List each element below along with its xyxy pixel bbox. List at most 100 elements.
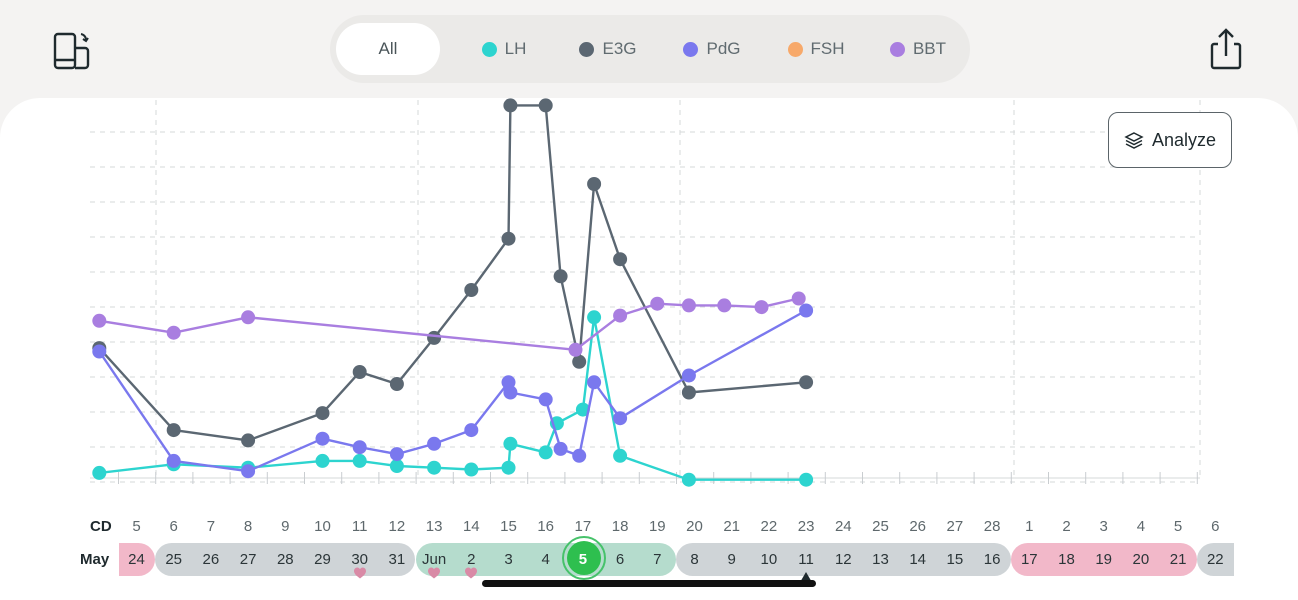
- cycle-day-number: 16: [537, 518, 555, 535]
- e3g-data-point: [352, 365, 367, 379]
- cycle-day-number: 22: [760, 518, 778, 535]
- date-cell[interactable]: 21: [1169, 551, 1187, 568]
- date-cell[interactable]: 12: [834, 551, 852, 568]
- e3g-data-point: [464, 283, 479, 297]
- layers-icon: [1124, 132, 1144, 149]
- date-cell[interactable]: 7: [653, 551, 662, 568]
- date-cell[interactable]: Jun: [422, 551, 447, 568]
- date-cell[interactable]: 9: [727, 551, 736, 568]
- filter-all[interactable]: All: [336, 23, 440, 75]
- cycle-day-number: 14: [462, 518, 480, 535]
- scroll-indicator[interactable]: [482, 580, 816, 587]
- chart-panel: [0, 98, 1298, 600]
- filter-label: E3G: [602, 39, 637, 58]
- neutral-segment: [675, 543, 1011, 576]
- phone-rotate-icon[interactable]: [50, 28, 94, 72]
- date-cell[interactable]: 4: [541, 551, 550, 568]
- bbt-data-point: [754, 300, 769, 315]
- filter-label: LH: [504, 39, 527, 58]
- bbt-data-point: [92, 313, 107, 328]
- filter-fsh[interactable]: FSH: [768, 23, 864, 75]
- date-cell[interactable]: 11: [798, 551, 814, 568]
- filter-e3g[interactable]: E3G: [558, 23, 658, 75]
- lh-data-point: [315, 453, 330, 468]
- analyze-button[interactable]: Analyze: [1108, 112, 1232, 168]
- date-cell[interactable]: 24: [128, 551, 145, 568]
- date-cell[interactable]: 8: [690, 551, 699, 568]
- date-cell[interactable]: 27: [239, 551, 257, 568]
- filter-lh[interactable]: LH: [458, 23, 550, 75]
- cycle-day-number: 20: [686, 518, 703, 535]
- filter-label: PdG: [706, 39, 741, 58]
- cycle-day-number: 19: [648, 518, 666, 535]
- date-cell[interactable]: 13: [872, 551, 889, 568]
- pdg-data-point: [613, 411, 628, 426]
- pdg-dot-icon: [683, 41, 699, 57]
- date-cell[interactable]: 25: [165, 551, 183, 568]
- e3g-series-line: [98, 104, 807, 442]
- pdg-data-point: [553, 441, 568, 456]
- lh-data-point: [613, 448, 628, 463]
- filter-label: All: [378, 39, 398, 58]
- date-cell[interactable]: 10: [760, 551, 778, 568]
- cycle-day-number: 27: [946, 518, 964, 535]
- lh-data-point: [501, 460, 516, 475]
- date-cell[interactable]: 16: [983, 551, 1001, 568]
- pdg-data-point: [503, 385, 518, 400]
- pdg-data-point: [389, 447, 404, 462]
- filter-label: FSH: [810, 39, 845, 58]
- pdg-data-point: [241, 464, 256, 479]
- e3g-data-point: [799, 375, 814, 390]
- cycle-day-number: 3: [1099, 518, 1108, 535]
- bbt-data-point: [613, 308, 628, 323]
- cycle-day-number: 7: [206, 518, 216, 535]
- date-cell[interactable]: 29: [314, 551, 331, 568]
- e3g-data-point: [538, 98, 553, 113]
- date-cell[interactable]: 3: [504, 551, 513, 568]
- filter-bbt[interactable]: BBT: [870, 23, 966, 75]
- e3g-data-point: [389, 377, 404, 391]
- cycle-day-number: 21: [723, 518, 741, 535]
- cycle-day-number: 18: [611, 518, 629, 535]
- date-cell[interactable]: 2: [467, 551, 476, 568]
- pdg-data-point: [352, 440, 367, 455]
- lh-data-point: [799, 472, 814, 487]
- date-cell[interactable]: 31: [388, 551, 406, 568]
- cycle-day-number: 10: [314, 518, 331, 535]
- date-cell[interactable]: 14: [909, 551, 927, 568]
- pdg-data-point: [681, 368, 696, 383]
- cycle-day-number: 6: [1211, 518, 1220, 535]
- cycle-day-number: 12: [388, 518, 406, 535]
- date-cell[interactable]: 17: [1020, 551, 1038, 568]
- pdg-data-point: [464, 423, 479, 438]
- period-segment: [1010, 543, 1197, 576]
- e3g-data-point: [503, 98, 518, 113]
- date-cell[interactable]: 19: [1095, 551, 1113, 568]
- pdg-data-point: [427, 436, 442, 451]
- date-cell[interactable]: 18: [1058, 551, 1075, 568]
- date-cell[interactable]: 30: [351, 551, 369, 568]
- e3g-data-point: [315, 406, 330, 421]
- date-cell[interactable]: 20: [1132, 551, 1150, 568]
- lh-data-point: [575, 402, 590, 417]
- filter-pdg[interactable]: PdG: [664, 23, 760, 75]
- lh-data-point: [464, 462, 479, 477]
- bbt-data-point: [568, 342, 583, 357]
- e3g-dot-icon: [579, 41, 595, 57]
- date-cell[interactable]: 15: [946, 551, 964, 568]
- filter-label: BBT: [912, 39, 947, 58]
- neutral-segment: [1196, 543, 1234, 576]
- date-cell[interactable]: 5: [578, 551, 588, 568]
- date-cell[interactable]: 26: [202, 551, 220, 568]
- date-cell[interactable]: 6: [615, 551, 625, 568]
- share-icon[interactable]: [1204, 26, 1248, 74]
- lh-data-point: [538, 445, 553, 460]
- e3g-data-point: [587, 177, 602, 191]
- date-cell[interactable]: 22: [1206, 551, 1224, 568]
- date-cell[interactable]: 28: [276, 551, 294, 568]
- e3g-data-point: [501, 231, 516, 246]
- period-segment: [119, 543, 156, 576]
- fertile-segment: [415, 543, 676, 576]
- cycle-day-number: 25: [872, 518, 889, 535]
- lh-data-point: [352, 453, 367, 468]
